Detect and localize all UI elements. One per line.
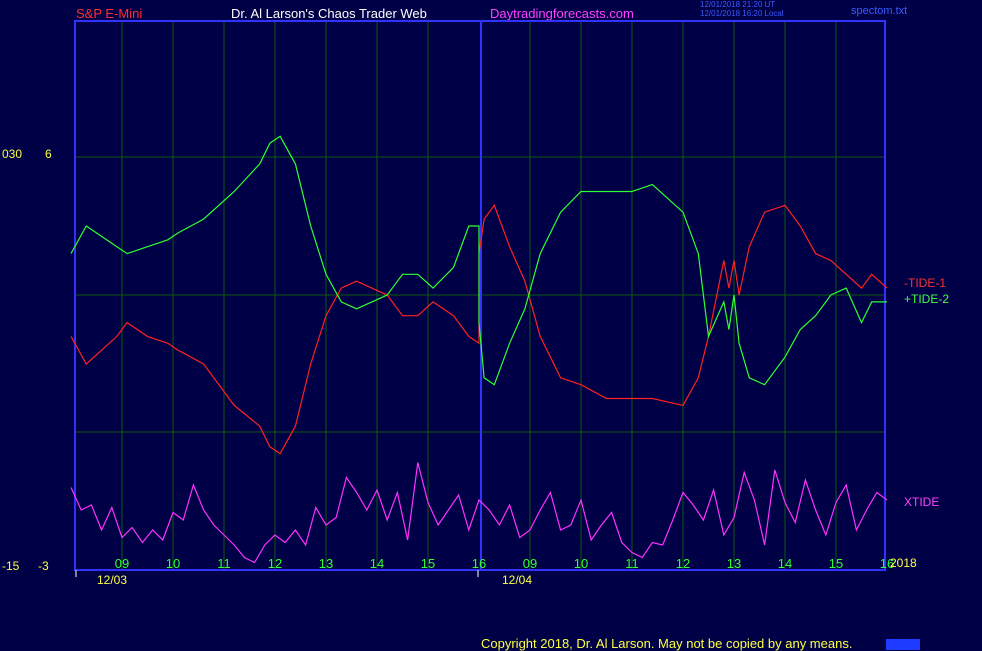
hour-tick-label: 15 <box>829 556 843 571</box>
series-lines <box>70 135 888 564</box>
corner-indicator <box>886 639 920 650</box>
symbol-title: S&P E-Mini <box>76 6 143 21</box>
hour-tick-label: 13 <box>319 556 333 571</box>
hour-tick-label: 10 <box>574 556 588 571</box>
y-label-bottom-a: -15 <box>2 559 20 573</box>
hour-tick-label: 12 <box>268 556 282 571</box>
timestamp-local: 12/01/2018 16:20 Local <box>700 9 784 18</box>
hour-tick-label: 14 <box>370 556 384 571</box>
year-label: 2018 <box>890 556 917 570</box>
hour-tick-labels: 09 10 11 12 13 14 15 16 09 10 11 12 13 14 15 16 <box>115 556 894 571</box>
session-date-1: 12/03 <box>97 573 128 587</box>
tide-1-line <box>70 204 888 455</box>
legend-xtide: XTIDE <box>904 495 940 509</box>
y-label-top-a: 030 <box>2 147 23 161</box>
tide-2-line <box>70 135 887 386</box>
legend-tide-1: -TIDE-1 <box>904 276 946 290</box>
hour-tick-label: 16 <box>472 556 486 571</box>
hour-tick-label: 15 <box>421 556 435 571</box>
timestamp-ut: 12/01/2018 21:20 UT <box>700 0 776 9</box>
session-date-2: 12/04 <box>502 573 533 587</box>
hour-tick-label: 12 <box>676 556 690 571</box>
chart-title: Dr. Al Larson's Chaos Trader Web <box>231 6 427 21</box>
legend-tide-2: +TIDE-2 <box>904 292 950 306</box>
hour-tick-label: 09 <box>523 556 537 571</box>
copyright-notice: Copyright 2018, Dr. Al Larson. May not b… <box>481 636 853 651</box>
y-label-bottom-b: -3 <box>38 559 49 573</box>
hour-tick-label: 13 <box>727 556 741 571</box>
hour-tick-label: 14 <box>778 556 792 571</box>
hour-tick-label: 11 <box>217 556 231 571</box>
hour-tick-label: 11 <box>625 556 639 571</box>
file-name: spectom.txt <box>851 5 908 17</box>
hour-tick-label: 16 <box>880 556 894 571</box>
y-label-top-b: 6 <box>45 147 52 161</box>
xtide-line <box>70 462 888 564</box>
hour-tick-label: 10 <box>166 556 180 571</box>
session-ticks <box>75 570 479 577</box>
site-link[interactable]: Daytradingforecasts.com <box>490 6 634 21</box>
hour-tick-label: 09 <box>115 556 129 571</box>
